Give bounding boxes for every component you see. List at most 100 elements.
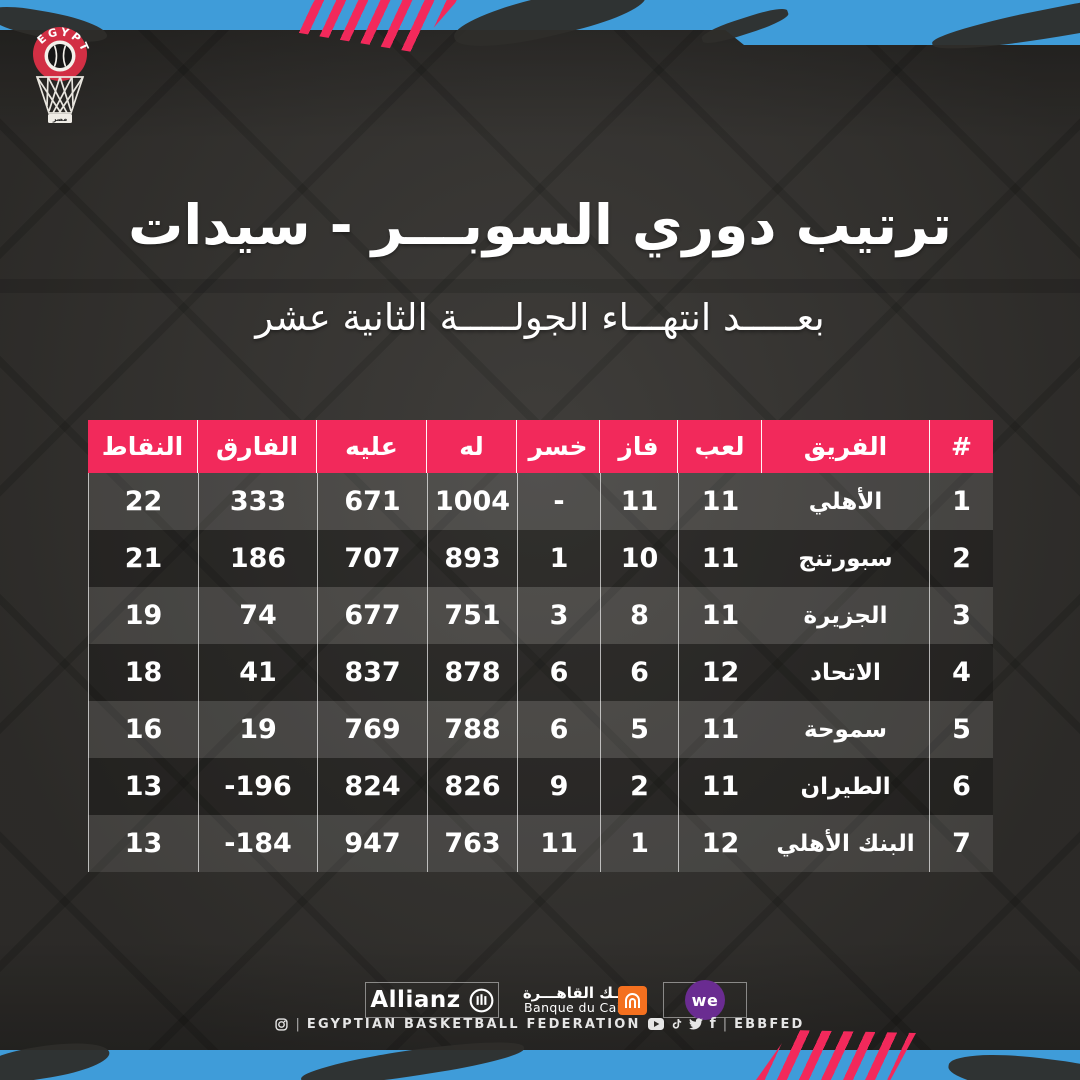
points-cell: 13 xyxy=(88,815,198,872)
column-header-team: الفريق xyxy=(762,420,930,473)
banque-du-caire-logo: بنــك القاهـــرة Banque du Caire xyxy=(508,982,650,1018)
sponsors-bar: Allianz بنــك القاهـــرة Banque du Caire… xyxy=(0,980,1080,1020)
footer-social-line: | EGYPTIAN BASKETBALL FEDERATION f | EBB… xyxy=(0,1016,1080,1032)
for-cell: 893 xyxy=(427,530,517,587)
federation-name: EGYPTIAN BASKETBALL FEDERATION xyxy=(306,1016,641,1032)
for-cell: 788 xyxy=(427,701,517,758)
social-handle: EBBFED xyxy=(734,1016,805,1032)
played-cell: 11 xyxy=(678,473,762,530)
points-cell: 22 xyxy=(88,473,198,530)
won-cell: 6 xyxy=(600,644,678,701)
lost-cell: 6 xyxy=(517,701,600,758)
twitter-icon xyxy=(688,1018,703,1030)
tiktok-icon xyxy=(671,1018,682,1031)
diff-cell: -196 xyxy=(198,758,317,815)
team-cell: البنك الأهلي xyxy=(762,815,930,872)
diff-cell: 74 xyxy=(198,587,317,644)
played-cell: 11 xyxy=(678,587,762,644)
egypt-basketball-federation-logo-icon: EGYPT مصر xyxy=(33,25,90,123)
won-cell: 1 xyxy=(600,815,678,872)
table-row: 3 الجزيرة 11 8 3 751 677 74 19 xyxy=(88,587,993,644)
column-header-won: فاز xyxy=(600,420,678,473)
against-cell: 947 xyxy=(317,815,427,872)
page-subtitle: بعـــــد انتهـــاء الجولـــــة الثانية ع… xyxy=(255,296,825,339)
against-cell: 824 xyxy=(317,758,427,815)
played-cell: 11 xyxy=(678,758,762,815)
points-cell: 19 xyxy=(88,587,198,644)
team-cell: الأهلي xyxy=(762,473,930,530)
rank-cell: 3 xyxy=(952,600,971,631)
table-row: 2 سبورتنج 11 10 1 893 707 186 21 xyxy=(88,530,993,587)
played-cell: 11 xyxy=(678,530,762,587)
banque-du-caire-arabic: بنــك القاهـــرة xyxy=(522,983,636,1002)
instagram-icon xyxy=(275,1017,289,1031)
team-cell: الجزيرة xyxy=(762,587,930,644)
team-cell: سموحة xyxy=(762,701,930,758)
lost-cell: 9 xyxy=(517,758,600,815)
won-cell: 10 xyxy=(600,530,678,587)
table-header-row: # الفريق لعب فاز خسر له عليه الفارق النقاط xyxy=(88,420,993,473)
column-header-against: عليه xyxy=(317,420,427,473)
points-cell: 16 xyxy=(88,701,198,758)
lost-cell: 6 xyxy=(517,644,600,701)
rank-cell: 7 xyxy=(952,828,971,859)
page-title: ترتيب دوري السوبـــر - سيدات xyxy=(128,193,952,257)
rank-cell: 1 xyxy=(952,486,971,517)
banque-du-caire-icon xyxy=(618,986,647,1015)
against-cell: 837 xyxy=(317,644,427,701)
rank-cell: 4 xyxy=(952,657,971,688)
won-cell: 11 xyxy=(600,473,678,530)
table-row: 6 الطيران 11 2 9 826 824 -196 13 xyxy=(88,758,993,815)
bottom-blue-band xyxy=(0,1050,1080,1080)
column-header-diff: الفارق xyxy=(198,420,317,473)
column-header-played: لعب xyxy=(678,420,762,473)
diff-cell: 186 xyxy=(198,530,317,587)
won-cell: 2 xyxy=(600,758,678,815)
allianz-logo: Allianz xyxy=(365,982,499,1018)
we-logo: we xyxy=(685,980,725,1020)
column-header-rank: # xyxy=(951,432,972,461)
against-cell: 769 xyxy=(317,701,427,758)
column-header-points: النقاط xyxy=(88,420,198,473)
lost-cell: 3 xyxy=(517,587,600,644)
rank-cell: 2 xyxy=(952,543,971,574)
diff-cell: -184 xyxy=(198,815,317,872)
team-cell: الاتحاد xyxy=(762,644,930,701)
table-row: 1 الأهلي 11 11-1004 671 333 22 xyxy=(88,473,993,530)
diff-cell: 19 xyxy=(198,701,317,758)
against-cell: 707 xyxy=(317,530,427,587)
table-row: 7 البنك الأهلي 12 1 11 763 947 -184 13 xyxy=(88,815,993,872)
bottom-pink-stripes xyxy=(756,1030,916,1080)
played-cell: 12 xyxy=(678,815,762,872)
diff-cell: 41 xyxy=(198,644,317,701)
diff-cell: 333 xyxy=(198,473,317,530)
for-cell: 826 xyxy=(427,758,517,815)
texture-band xyxy=(0,279,1080,293)
played-cell: 11 xyxy=(678,701,762,758)
for-cell: 878 xyxy=(427,644,517,701)
points-cell: 21 xyxy=(88,530,198,587)
for-cell: 763 xyxy=(427,815,517,872)
played-cell: 12 xyxy=(678,644,762,701)
won-cell: 5 xyxy=(600,701,678,758)
allianz-wordmark: Allianz xyxy=(370,987,461,1013)
allianz-eagle-icon xyxy=(469,988,494,1012)
for-cell: 1004 xyxy=(427,473,517,530)
lost-cell: 11 xyxy=(517,815,600,872)
rank-cell: 6 xyxy=(952,771,971,802)
for-cell: 751 xyxy=(427,587,517,644)
table-row: 4 الاتحاد 12 6 6 878 837 41 18 xyxy=(88,644,993,701)
team-cell: سبورتنج xyxy=(762,530,930,587)
team-cell: الطيران xyxy=(762,758,930,815)
logo-banner-text: مصر xyxy=(52,115,67,123)
points-cell: 18 xyxy=(88,644,198,701)
lost-cell: 1 xyxy=(517,530,600,587)
points-cell: 13 xyxy=(88,758,198,815)
against-cell: 677 xyxy=(317,587,427,644)
table-row: 5 سموحة 11 5 6 788 769 19 16 xyxy=(88,701,993,758)
youtube-icon xyxy=(647,1018,664,1030)
facebook-icon: f xyxy=(709,1016,716,1032)
rank-cell: 5 xyxy=(952,714,971,745)
column-header-lost: خسر xyxy=(517,420,600,473)
column-header-for: له xyxy=(427,420,517,473)
